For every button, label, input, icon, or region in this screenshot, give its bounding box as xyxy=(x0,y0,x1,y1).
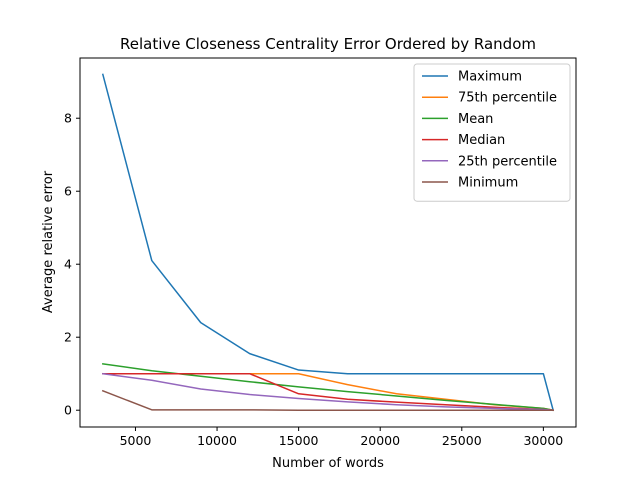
x-axis-label: Number of words xyxy=(272,456,384,471)
y-tick-label: 0 xyxy=(64,403,72,418)
series-line-75th-percentile xyxy=(102,372,555,412)
series-line-minimum xyxy=(101,389,554,411)
y-tick-label: 2 xyxy=(64,330,72,345)
chart-title: Relative Closeness Centrality Error Orde… xyxy=(120,35,536,53)
x-tick-label: 10000 xyxy=(197,433,237,448)
x-tick-label: 25000 xyxy=(442,433,482,448)
plot-series xyxy=(101,73,555,412)
legend-label-25th-percentile: 25th percentile xyxy=(458,154,557,169)
series-line-maximum xyxy=(101,73,555,412)
x-tick-label: 30000 xyxy=(523,433,563,448)
legend-box xyxy=(413,63,571,202)
y-axis: 0 2 4 6 8 xyxy=(64,111,80,418)
y-tick-label: 6 xyxy=(64,184,72,199)
x-axis: 5000 10000 15000 20000 25000 30000 xyxy=(120,427,563,448)
y-axis-label: Average relative error xyxy=(41,170,56,313)
x-tick-label: 5000 xyxy=(120,433,152,448)
series-line-median xyxy=(102,372,554,412)
plot-frame xyxy=(79,57,577,428)
legend-label-median: Median xyxy=(458,133,505,148)
legend: Maximum 75th percentile Mean Median 25th per… xyxy=(413,63,571,202)
y-tick-label: 4 xyxy=(64,257,72,272)
y-tick-label: 8 xyxy=(64,111,72,126)
legend-label-minimum: Minimum xyxy=(458,176,518,191)
legend-label-maximum: Maximum xyxy=(458,70,522,85)
x-tick-label: 20000 xyxy=(360,433,400,448)
series-line-25th-percentile xyxy=(101,372,554,412)
series-line-mean xyxy=(101,363,555,412)
legend-label-mean: Mean xyxy=(458,112,493,127)
legend-label-75th-percentile: 75th percentile xyxy=(458,91,557,106)
x-tick-label: 15000 xyxy=(279,433,319,448)
